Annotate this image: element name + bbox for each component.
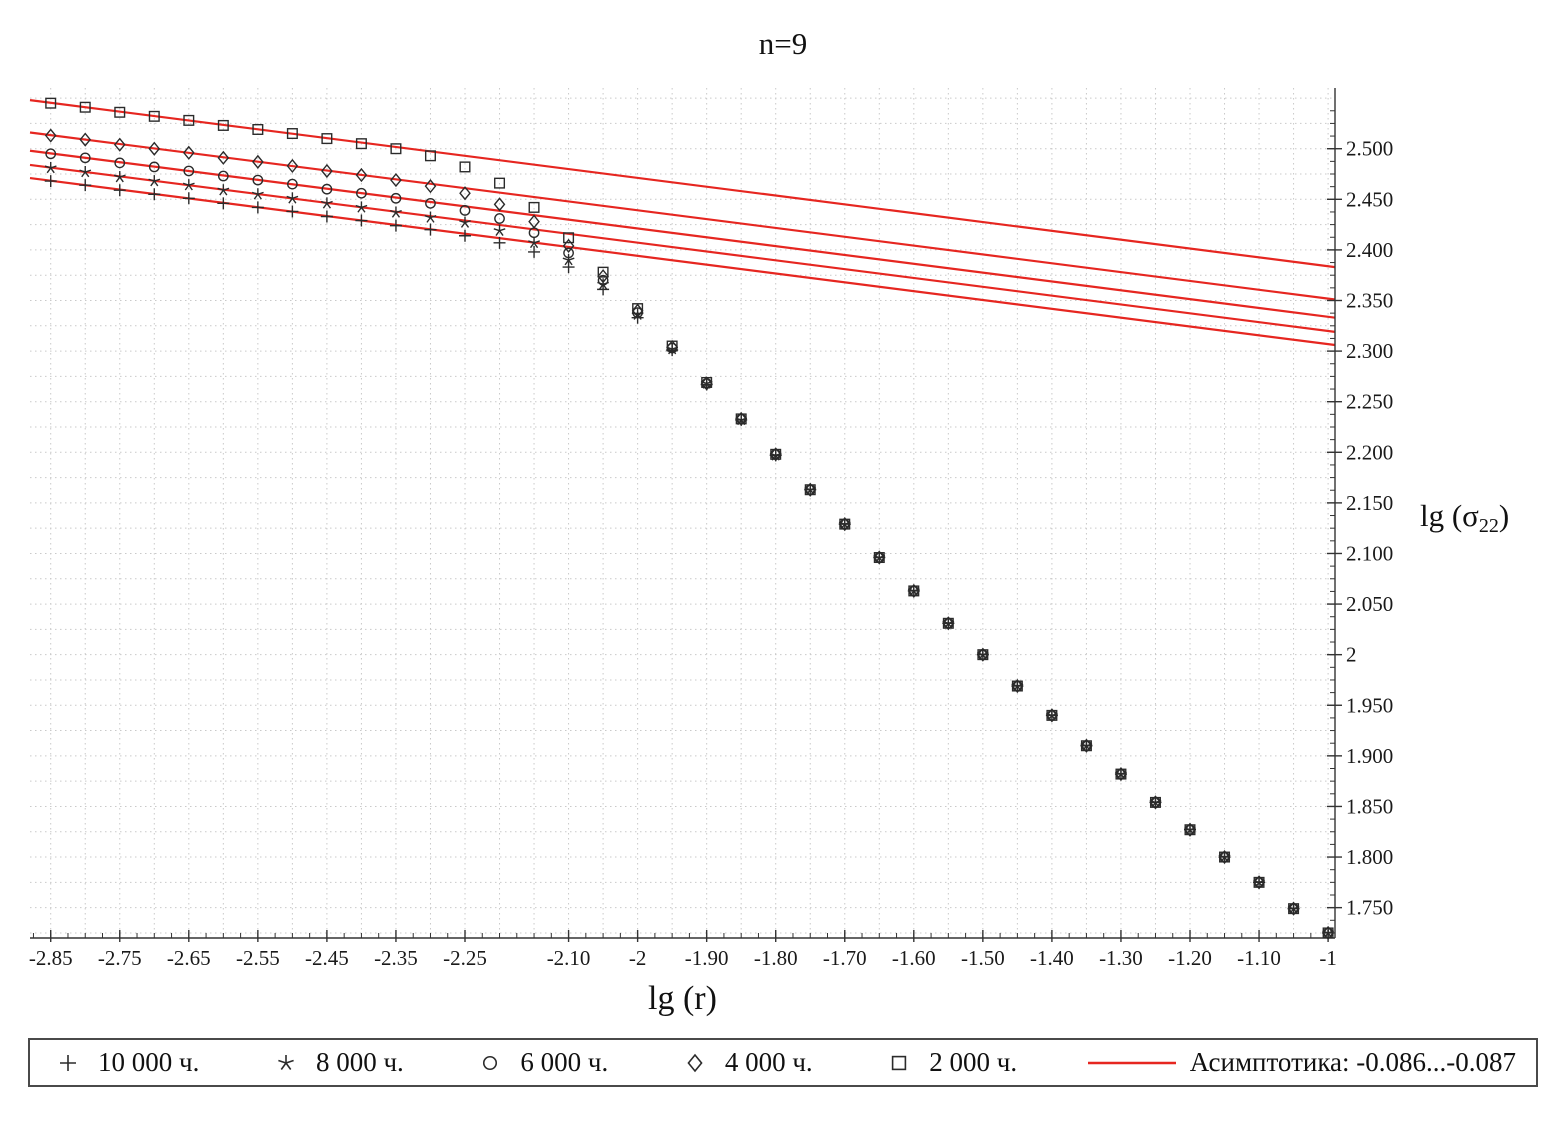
- svg-text:-2.65: -2.65: [167, 946, 211, 970]
- legend-entry-2000h: 2 000 ч.: [881, 1047, 1017, 1078]
- tick-labels: -2.85 -2.75 -2.65 -2.55 -2.45 -2.35 -2.25 -2.10…: [29, 137, 1393, 970]
- plus-marker-icon: [50, 1048, 86, 1078]
- svg-text:-1: -1: [1319, 946, 1337, 970]
- svg-text:2.350: 2.350: [1346, 289, 1393, 313]
- legend-label-2000h: 2 000 ч.: [929, 1047, 1018, 1077]
- legend-entry-10000h: 10 000 ч.: [50, 1047, 199, 1078]
- series-circle: [45, 148, 1334, 939]
- svg-text:2.050: 2.050: [1346, 592, 1393, 616]
- svg-text:1.800: 1.800: [1346, 845, 1393, 869]
- svg-text:1.950: 1.950: [1346, 693, 1393, 717]
- axes: [30, 88, 1342, 942]
- svg-text:-1.40: -1.40: [1030, 946, 1074, 970]
- x-axis-label: lg (r): [648, 980, 717, 1017]
- svg-text:2.250: 2.250: [1346, 390, 1393, 414]
- series-square: [45, 97, 1334, 939]
- svg-text:-2: -2: [629, 946, 647, 970]
- series-plus: [44, 175, 1335, 939]
- legend-entry-8000h: 8 000 ч.: [268, 1047, 404, 1078]
- svg-text:-2.35: -2.35: [374, 946, 418, 970]
- series-star: [44, 161, 1335, 939]
- square-marker-icon: [881, 1048, 917, 1078]
- svg-text:-1.90: -1.90: [685, 946, 729, 970]
- star-marker-icon: [268, 1048, 304, 1078]
- legend-label-8000h: 8 000 ч.: [315, 1047, 404, 1077]
- y-axis-label: lg (σ22): [1420, 498, 1509, 538]
- y-axis-label-pre: lg (σ: [1420, 498, 1479, 533]
- svg-text:-2.75: -2.75: [98, 946, 142, 970]
- svg-text:-1.60: -1.60: [892, 946, 936, 970]
- svg-text:1.850: 1.850: [1346, 794, 1393, 818]
- svg-text:1.750: 1.750: [1346, 896, 1393, 920]
- svg-text:2.100: 2.100: [1346, 541, 1393, 565]
- svg-text:1.900: 1.900: [1346, 744, 1393, 768]
- legend-label-asymptote: Асимптотика: -0.086...-0.087: [1189, 1047, 1516, 1077]
- svg-text:-2.85: -2.85: [29, 946, 73, 970]
- svg-text:-2.10: -2.10: [547, 946, 591, 970]
- legend-entry-asymptote: Асимптотика: -0.086...-0.087: [1086, 1047, 1516, 1078]
- svg-text:-1.80: -1.80: [754, 946, 798, 970]
- svg-text:-1.20: -1.20: [1168, 946, 1212, 970]
- y-axis-label-sub: 22: [1478, 515, 1499, 537]
- svg-text:2.400: 2.400: [1346, 238, 1393, 262]
- legend-entry-4000h: 4 000 ч.: [677, 1047, 813, 1078]
- svg-text:2.150: 2.150: [1346, 491, 1393, 515]
- chart-title: n=9: [758, 26, 808, 61]
- svg-text:-1.50: -1.50: [961, 946, 1005, 970]
- svg-text:-1.30: -1.30: [1099, 946, 1143, 970]
- y-axis-label-post: ): [1498, 498, 1510, 533]
- legend-label-4000h: 4 000 ч.: [724, 1047, 813, 1077]
- series-diamond: [44, 128, 1334, 941]
- asymptote-lines: [29, 99, 1336, 347]
- svg-text:-2.25: -2.25: [443, 946, 487, 970]
- svg-text:2: 2: [1346, 643, 1357, 667]
- circle-marker-icon: [472, 1048, 508, 1078]
- svg-text:-1.70: -1.70: [823, 946, 867, 970]
- svg-text:2.200: 2.200: [1346, 440, 1393, 464]
- legend: 10 000 ч. 8 000 ч. 6 000 ч. 4 000 ч. 2 0…: [28, 1038, 1538, 1087]
- svg-text:2.300: 2.300: [1346, 339, 1393, 363]
- grid: [30, 88, 1335, 938]
- svg-text:-2.55: -2.55: [236, 946, 280, 970]
- asymptote-line-icon: [1086, 1048, 1178, 1078]
- svg-text:-2.45: -2.45: [305, 946, 349, 970]
- legend-label-6000h: 6 000 ч.: [520, 1047, 609, 1077]
- plot-area: -2.85 -2.75 -2.65 -2.55 -2.45 -2.35 -2.25 -2.10…: [29, 88, 1393, 970]
- svg-text:-1.10: -1.10: [1237, 946, 1281, 970]
- svg-text:2.500: 2.500: [1346, 137, 1393, 161]
- svg-text:2.450: 2.450: [1346, 187, 1393, 211]
- legend-entry-6000h: 6 000 ч.: [472, 1047, 608, 1078]
- legend-label-10000h: 10 000 ч.: [98, 1047, 200, 1077]
- diamond-marker-icon: [677, 1048, 713, 1078]
